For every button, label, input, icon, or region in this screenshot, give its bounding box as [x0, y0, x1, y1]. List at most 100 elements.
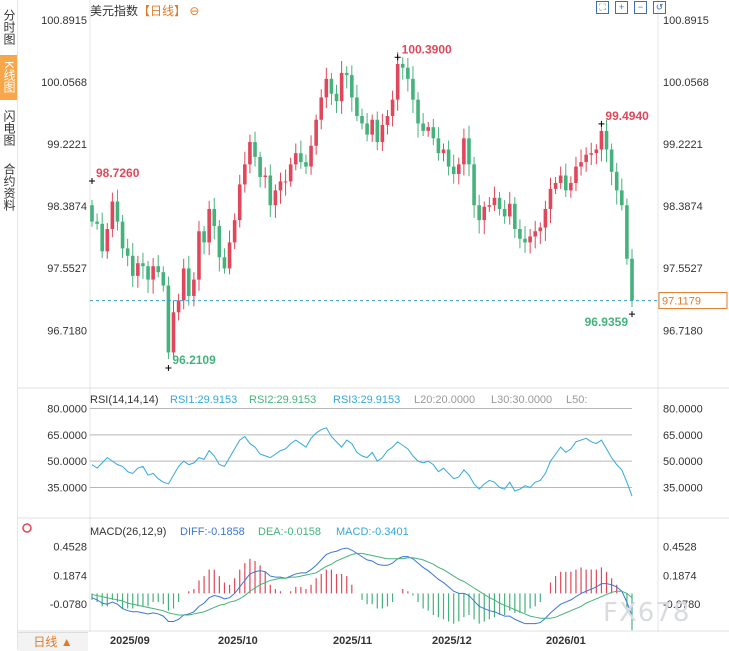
zoom-out-icon[interactable]: − [634, 1, 647, 14]
candle-body [350, 75, 354, 98]
macd-tick-label: 0.4528 [53, 542, 87, 554]
candle-body [390, 99, 395, 117]
candle [146, 261, 150, 293]
price-tick-label: 100.8915 [663, 15, 709, 27]
candle-body [385, 116, 390, 125]
candle [95, 213, 99, 230]
candle [400, 57, 405, 80]
dea-line [91, 552, 633, 619]
candle-body [518, 229, 522, 239]
candle-body [548, 188, 553, 209]
candle [334, 84, 339, 114]
candle [630, 249, 634, 308]
candle [456, 157, 461, 185]
candle [421, 113, 425, 137]
candle-body [136, 263, 140, 276]
price-tick-label: 97.5527 [47, 263, 87, 275]
candle-body [258, 156, 262, 177]
price-tick-label: 96.7180 [663, 325, 703, 337]
price-tick-label: 96.7180 [47, 325, 87, 337]
candle-body [426, 127, 431, 131]
fit-icon[interactable]: ⛶ [596, 1, 609, 14]
restore-icon[interactable]: ↺ [653, 1, 666, 14]
macd-legend: DIFF:-0.1858 [180, 526, 245, 538]
candle-body [477, 205, 481, 221]
candle [136, 255, 140, 288]
candle-body [248, 142, 252, 165]
candle-body [365, 123, 369, 135]
candle [528, 229, 532, 254]
price-tick-label: 100.8915 [41, 15, 87, 27]
candle-body [558, 175, 563, 183]
candle [533, 220, 538, 249]
candle [370, 114, 374, 143]
candles [90, 52, 634, 360]
candle [518, 219, 522, 249]
candle [171, 300, 176, 360]
candle [283, 169, 288, 196]
candle-body [283, 181, 288, 183]
candle [406, 58, 410, 92]
candle-body [186, 268, 191, 296]
rsi-legend: RSI3:29.9153 [333, 394, 400, 406]
candle [390, 90, 395, 127]
candle-body [543, 208, 548, 228]
date-tick-label: 2025/09 [110, 635, 150, 647]
price-tick-label: 97.5527 [663, 263, 703, 275]
candle [451, 154, 456, 184]
period-label[interactable]: 【日线】 [138, 4, 187, 18]
price-tick-label: 98.3874 [47, 201, 87, 213]
candle-body [222, 257, 227, 269]
rsi-title: RSI(14,14,14) [90, 394, 158, 406]
settings-icon [22, 523, 32, 533]
sidebar-tab[interactable]: K线图 [0, 55, 17, 100]
price-tick-label: 98.3874 [663, 201, 703, 213]
candle [385, 110, 390, 135]
rsi-tick-label: 65.0000 [663, 430, 703, 442]
candle-body [625, 205, 629, 259]
candle [339, 61, 344, 114]
candle-body [130, 255, 135, 276]
candle [375, 111, 380, 151]
rsi-legend: RSI1:29.9153 [170, 394, 237, 406]
last-price-label: 97.1179 [662, 296, 701, 308]
candle [207, 200, 211, 256]
candle-body [263, 175, 268, 177]
rsi-tick-label: 80.0000 [663, 404, 703, 416]
candle-body [574, 166, 578, 183]
circle-minus-icon[interactable]: ⊖ [189, 4, 200, 18]
candle-body [110, 201, 115, 230]
candle [355, 84, 359, 122]
candle [263, 167, 268, 189]
candle [278, 172, 283, 204]
candle-body [90, 205, 94, 222]
candle [166, 276, 171, 360]
candle [620, 178, 624, 211]
candle-body [146, 266, 150, 280]
zoom-in-icon[interactable]: + [615, 1, 628, 14]
candle-body [375, 119, 380, 143]
candle-body [217, 226, 222, 258]
macd-legend: DEA:-0.0158 [258, 526, 321, 538]
candle [395, 52, 400, 111]
rsi-legend: L20:20.0000 [414, 394, 475, 406]
candle [589, 142, 594, 166]
period-selector-button[interactable]: 日线 ▲ [18, 632, 88, 651]
sidebar-tab[interactable]: 闪电图 [2, 110, 16, 146]
candle-body [513, 203, 517, 230]
candle [416, 92, 420, 138]
rsi-line [91, 427, 633, 497]
sidebar-tab[interactable]: 合约资料 [2, 163, 16, 211]
candle [497, 191, 502, 216]
candle-body [395, 63, 400, 100]
candle [237, 174, 242, 228]
candle-body [538, 227, 543, 232]
candle-body [451, 166, 456, 175]
candle [579, 149, 583, 176]
candle [202, 226, 206, 255]
start-price-annotation: 98.7260 [96, 166, 140, 180]
rsi-tick-label: 35.0000 [47, 482, 87, 494]
sidebar-tab[interactable]: 分时图 [2, 9, 16, 45]
macd-tick-label: 0.4528 [663, 542, 697, 554]
